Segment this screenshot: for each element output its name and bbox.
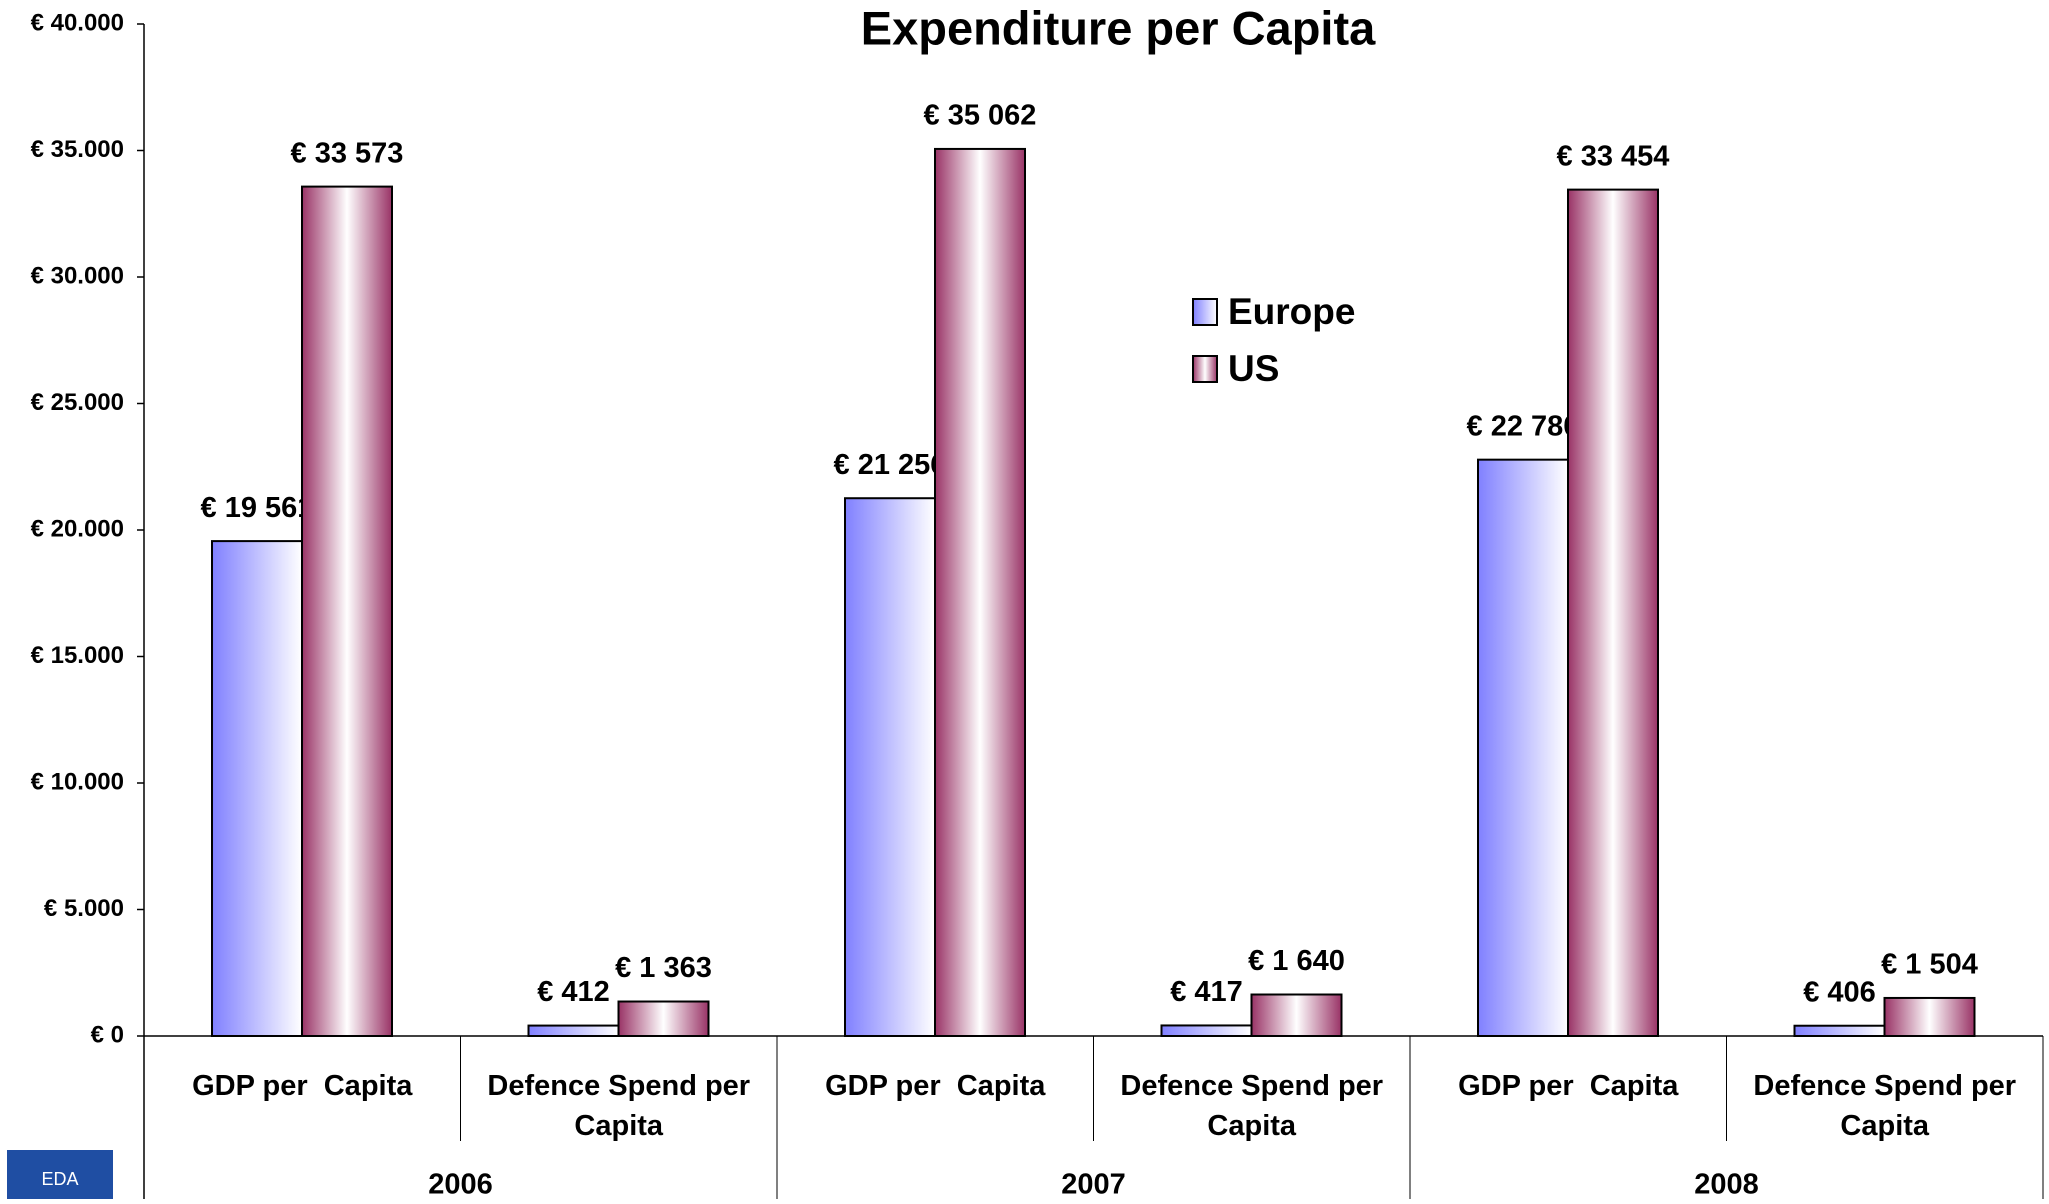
x-tick-label-box: GDP per Capita — [1458, 1070, 1679, 1102]
legend-swatch — [1192, 298, 1218, 326]
x-tick-label-box: Defence Spend per Capita — [1753, 1070, 2025, 1142]
x-tick-label: Defence Spend per Capita — [1753, 1070, 2025, 1142]
data-label: € 33 573 — [291, 137, 404, 169]
x-tick-label: Defence Spend per Capita — [487, 1070, 759, 1142]
group-label: 2007 — [1061, 1169, 1126, 1199]
x-tick-label: GDP per Capita — [192, 1070, 413, 1102]
data-label: € 412 — [537, 976, 610, 1008]
y-tick-label: € 20.000 — [31, 515, 124, 542]
bar — [1160, 1024, 1253, 1038]
x-tick-label: GDP per Capita — [825, 1070, 1046, 1102]
data-label: € 406 — [1803, 976, 1876, 1008]
bar — [1477, 458, 1569, 1037]
bar — [934, 147, 1026, 1037]
bar — [1250, 993, 1343, 1037]
x-tick-label: GDP per Capita — [1458, 1070, 1679, 1102]
logo-box — [7, 1150, 113, 1199]
data-label: € 19 561 — [201, 492, 314, 524]
bar — [1883, 996, 1976, 1037]
data-label: € 22 780 — [1467, 410, 1580, 442]
bar — [301, 185, 393, 1038]
bar — [844, 497, 936, 1037]
legend-label: US — [1228, 348, 1279, 389]
logo-text: EDA — [41, 1169, 78, 1189]
x-tick-label-box: Defence Spend per Capita — [1120, 1070, 1392, 1142]
y-tick-label: € 35.000 — [31, 136, 124, 163]
data-label: € 21 256 — [834, 449, 947, 481]
bar — [527, 1024, 620, 1038]
y-tick-label: € 0 — [91, 1021, 124, 1048]
y-tick-label: € 25.000 — [31, 389, 124, 416]
y-tick-label: € 30.000 — [31, 262, 124, 289]
x-tick-label: Defence Spend per Capita — [1120, 1070, 1392, 1142]
chart-title: Expenditure per Capita — [861, 1, 1376, 54]
y-tick-label: € 40.000 — [31, 9, 124, 36]
y-tick-label: € 5.000 — [44, 895, 124, 922]
data-label: € 417 — [1170, 976, 1243, 1008]
data-label: € 35 062 — [924, 100, 1037, 132]
x-tick-label-box: Defence Spend per Capita — [487, 1070, 759, 1142]
legend-label: Europe — [1228, 291, 1355, 332]
bar — [1793, 1024, 1886, 1037]
data-label: € 1 363 — [615, 952, 712, 984]
data-label: € 1 504 — [1881, 949, 1978, 981]
data-label: € 33 454 — [1557, 140, 1670, 172]
y-tick-label: € 15.000 — [31, 642, 124, 669]
bar — [211, 540, 303, 1037]
bar — [617, 1000, 710, 1038]
y-tick-label: € 10.000 — [31, 768, 124, 795]
group-label: 2006 — [428, 1169, 493, 1199]
bar — [1567, 188, 1659, 1038]
group-label: 2008 — [1694, 1169, 1759, 1199]
x-tick-label-box: GDP per Capita — [192, 1070, 413, 1102]
x-tick-label-box: GDP per Capita — [825, 1070, 1046, 1102]
data-label: € 1 640 — [1248, 945, 1345, 977]
legend-swatch — [1192, 355, 1218, 383]
